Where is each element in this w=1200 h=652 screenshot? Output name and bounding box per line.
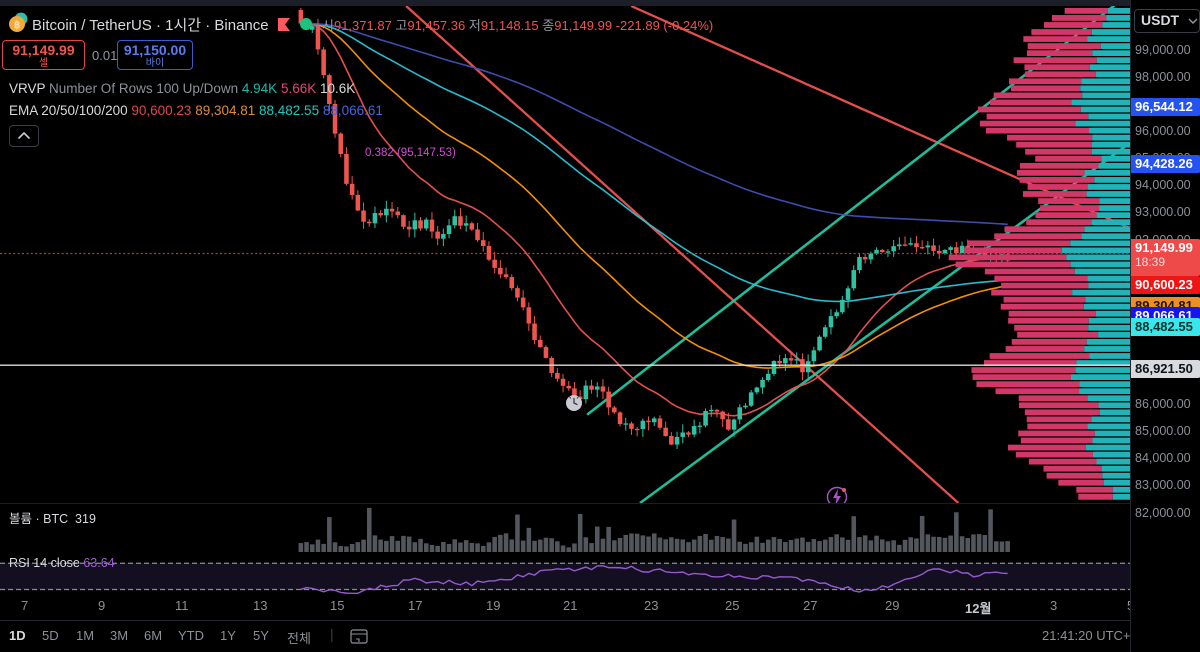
svg-text:฿: ฿ xyxy=(14,20,20,31)
